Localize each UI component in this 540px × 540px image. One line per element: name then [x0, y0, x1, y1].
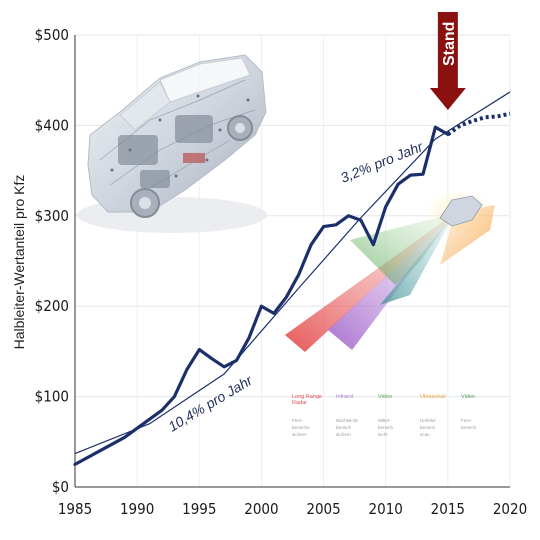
sensor-legend-title: Radar: [292, 400, 307, 406]
series: [73, 111, 511, 466]
sensor-legend-text: bereich: [461, 425, 477, 430]
sensor-legend-text: bereich: [336, 425, 352, 430]
sensor-legend-text: sichern: [336, 432, 351, 437]
sensor-legend-item: Ultraschall Umfeld-bereich scan: [420, 394, 446, 437]
sensor-legend-text: scan: [420, 432, 430, 437]
stand-label: Stand: [441, 22, 458, 66]
sensor-legend-text: Umfeld-: [420, 418, 437, 423]
x-tick-label: 1995: [182, 500, 216, 518]
sensor-legend: Long RangeRadarFern-bereichssichernInfra…: [292, 394, 477, 437]
y-tick-label: $200: [35, 297, 69, 315]
sensor-legend-text: Nachtsicht-: [336, 418, 359, 423]
sensor-legend-title: Video: [461, 394, 475, 400]
trend-lines: [74, 91, 511, 455]
sensor-legend-item: Video Fern-bereich: [461, 394, 477, 430]
stand-marker: Stand: [429, 12, 466, 110]
sensor-legend-title: Infrarot: [336, 394, 354, 400]
sensor-legend-item: Infrarot Nachtsicht-bereich sichern: [336, 394, 359, 437]
x-tick-label: 2010: [369, 500, 403, 518]
y-tick-label: $100: [35, 388, 69, 406]
sensor-legend-text: Fern-: [292, 418, 303, 423]
sensor-legend-text: bereich: [420, 425, 436, 430]
data-line: [73, 125, 450, 466]
x-tick-label: 2020: [493, 500, 527, 518]
x-ticks: 1985 1990 1995 2000 2005 2010 2015 2020: [58, 500, 527, 518]
small-car-icon: [439, 195, 483, 227]
video-beam: [350, 213, 455, 285]
trend-line: [74, 287, 300, 455]
video-beam-far: [380, 213, 455, 305]
x-tick-label: 2015: [431, 500, 465, 518]
y-tick-label: $400: [35, 116, 69, 134]
y-tick-label: $300: [35, 207, 69, 225]
x-tick-label: 1990: [120, 500, 154, 518]
sensor-legend-text: sicht: [378, 432, 388, 437]
sensor-legend-item: Video Mittel-bereich sicht: [378, 394, 394, 437]
sensor-legend-title: Video: [378, 394, 392, 400]
y-tick-label: $500: [35, 26, 69, 44]
sensor-legend-text: Mittel-: [378, 418, 391, 423]
sensor-legend-text: Fern-: [461, 418, 472, 423]
forecast-line: [446, 111, 511, 137]
x-tick-label: 1985: [58, 500, 92, 518]
trend-line: [298, 91, 511, 289]
sensor-legend-text: bereichs: [292, 425, 310, 430]
car-illustration: [77, 54, 267, 233]
y-axis-label: Halbleiter-Wertanteil pro Kfz: [11, 175, 27, 350]
y-ticks: $0 $100 $200 $300 $400 $500: [35, 26, 69, 496]
sensor-legend-title: Long Range: [292, 394, 322, 400]
x-tick-label: 2000: [244, 500, 278, 518]
sensor-legend-text: sichern: [292, 432, 307, 437]
stand-arrow: [429, 12, 466, 110]
sensor-legend-text: bereich: [378, 425, 394, 430]
sensor-legend-title: Ultraschall: [420, 394, 446, 400]
y-tick-label: $0: [52, 478, 69, 496]
sensor-illustration: [285, 190, 495, 352]
x-tick-label: 2005: [306, 500, 340, 518]
